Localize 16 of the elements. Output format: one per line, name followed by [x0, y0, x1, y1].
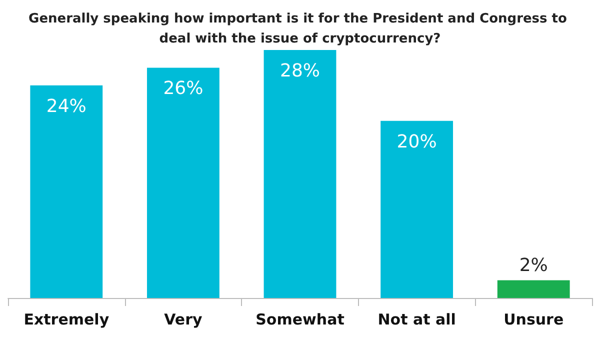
bar [497, 280, 570, 298]
data-label: 26% [163, 78, 204, 100]
chart-title: Generally speaking how important is it for the President and Congress to deal with the issue of cryptocurrency? [28, 12, 572, 46]
bar [146, 68, 220, 298]
x-tick-label: Not at all [378, 310, 456, 328]
x-tick-label: Somewhat [256, 310, 344, 328]
bar [380, 120, 454, 298]
x-tick-label: Extremely [24, 310, 110, 328]
data-label: 24% [46, 96, 86, 117]
bar [264, 50, 336, 298]
bar [30, 85, 103, 298]
data-label: 20% [396, 131, 437, 152]
data-label: 28% [280, 60, 320, 82]
x-tick-label: Unsure [504, 310, 564, 328]
data-label: 2% [519, 254, 548, 276]
x-tick-label: Very [164, 310, 202, 328]
